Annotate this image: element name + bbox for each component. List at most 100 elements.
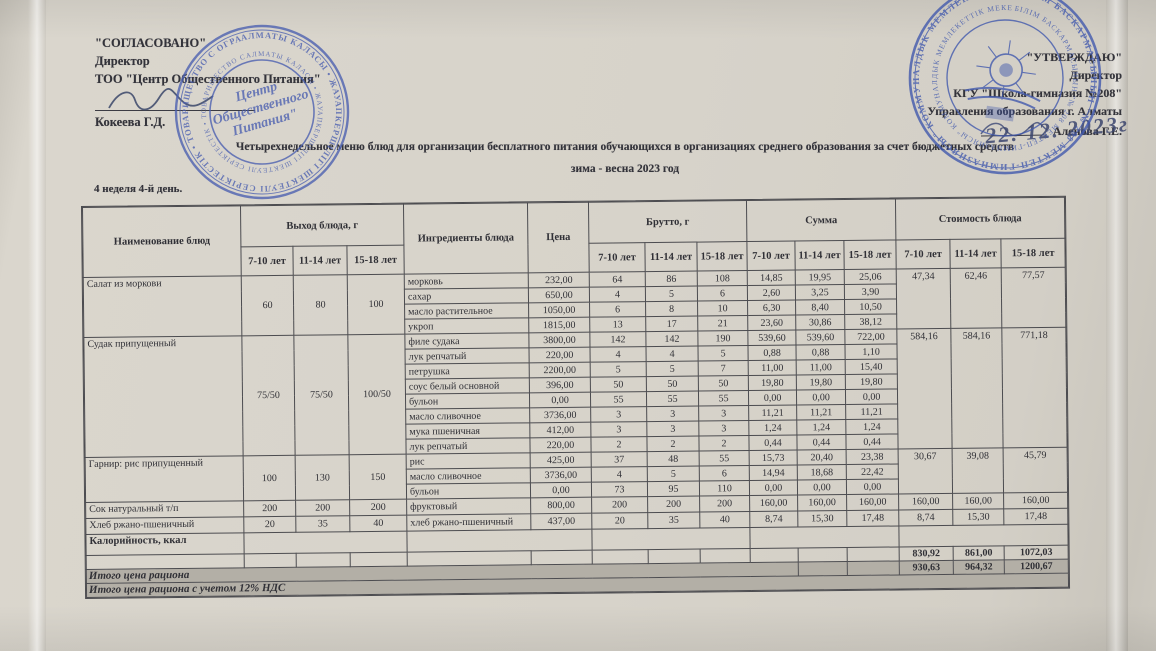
brutto-cell: 200 [699,495,750,513]
dish-cost-cell: 30,67 [898,448,953,494]
sum-cell: 0,00 [845,388,898,405]
ingredient-cell: масло сливочное [405,407,530,425]
approval-left-block: "СОГЛАСОВАНО" Директор ТОО "Центр Общест… [95,34,435,131]
sum-cell: 160,00 [846,493,899,511]
col-header-ingredients: Ингредиенты блюда [403,202,529,275]
brutto-cell: 40 [699,511,750,529]
signature-left-icon [108,88,214,111]
sum-cell: 14,94 [749,465,798,481]
brutto-cell: 73 [591,481,648,498]
brutto-cell: 200 [591,496,648,514]
dish-cost-cell: 160,00 [1003,492,1068,509]
price-cell: 1050,00 [528,302,590,318]
brutto-cell: 6 [589,301,646,318]
sum-cell: 18,68 [797,464,847,481]
approval-left-title: "СОГЛАСОВАНО" [95,36,207,50]
brutto-cell: 55 [646,391,699,407]
ingredient-cell: морковь [404,272,529,290]
dish-cost-cell: 584,16 [896,328,953,449]
out-weight-cell: 100 [347,274,405,335]
brutto-cell: 35 [647,512,700,529]
dish-cost-cell: 62,46 [950,267,1002,329]
ingredient-cell: филе судака [404,332,529,350]
menu-table-body: Салат из моркови 60 80 100 морковь 232,00 64 86… [83,267,1068,535]
brutto-cell: 108 [697,270,748,287]
price-cell: 396,00 [529,377,591,393]
approval-right-block: "УТВЕРЖДАЮ" Директор КГУ "Школа-гимназия… [830,48,1122,140]
out-weight-cell: 150 [349,454,407,500]
sum-cell: 19,80 [845,373,898,390]
dish-name-cell: Салат из моркови [83,275,242,338]
price-cell: 2200,00 [529,362,591,378]
ingredient-cell: рис [406,452,531,470]
sum-cell: 0,44 [748,435,798,451]
age-col-label: 15-18 лет [696,241,748,272]
age-col-label: 11-14 лет [794,240,845,271]
sum-cell: 0,00 [749,480,798,496]
dish-cost-cell: 47,34 [896,268,951,329]
document-season: зима - весна 2023 год [570,163,680,175]
dish-name-cell: Гарнир: рис припущенный [85,455,244,503]
sum-cell: 722,00 [844,328,898,345]
sum-cell: 3,25 [795,284,845,301]
ingredient-cell: бульон [405,392,530,410]
approval-left-org: ТОО "Центр Общественного Питания" [95,72,321,86]
dish-cost-cell: 584,16 [950,327,1004,449]
ingredient-cell: укроп [404,317,529,335]
dish-name-cell: Судак припущенный [83,335,244,458]
sum-cell: 160,00 [749,495,798,512]
out-weight-cell: 75/50 [241,335,296,456]
brutto-cell: 142 [589,331,646,348]
age-col-label: 7-10 лет [240,246,294,276]
sum-cell: 539,60 [747,330,797,346]
age-col-label: 7-10 лет [588,242,646,273]
sum-cell: 3,90 [844,283,897,300]
sum-cell: 17,48 [846,509,899,527]
sum-cell: 30,86 [795,314,845,331]
sum-cell: 15,30 [797,510,847,528]
age-col-label: 15-18 лет [1000,238,1066,268]
col-header-out: Выход блюда, г [240,204,404,247]
approval-right-name: Аленова Г.Е. [1052,124,1122,138]
dish-cost-cell: 15,30 [952,508,1004,526]
brutto-cell: 5 [646,361,699,377]
price-cell: 1815,00 [528,317,590,333]
brutto-cell: 3 [590,421,647,438]
sum-cell: 19,95 [795,269,845,286]
menu-table: Наименование блюд Выход блюда, г Ингреди… [80,195,1071,600]
sum-cell: 23,60 [747,315,796,331]
age-col-label: 15-18 лет [843,239,897,270]
subtotal-value: 1072,03 [1004,545,1069,560]
brutto-cell: 110 [699,480,750,497]
price-cell: 0,00 [530,482,592,498]
sum-cell: 0,88 [796,344,846,361]
sum-cell: 10,50 [844,298,897,315]
menu-table-footer: Калорийность, ккал 830,92 861,00 1072,03… [85,524,1069,598]
sum-cell: 0,00 [846,478,899,495]
brutto-cell: 10 [697,300,748,317]
sum-cell: 20,40 [797,449,847,466]
menu-table-header: Наименование блюд Выход блюда, г Ингреди… [82,197,1066,278]
brutto-cell: 21 [697,315,748,332]
brutto-cell: 55 [590,391,647,408]
price-cell: 437,00 [530,513,592,530]
brutto-cell: 142 [645,331,698,347]
age-col-label: 15-18 лет [346,245,405,275]
sum-cell: 8,40 [795,299,845,316]
sum-cell: 19,80 [748,375,797,391]
ingredient-cell: соус белый основной [405,377,530,395]
age-col-label: 11-14 лет [949,238,1002,269]
out-weight-cell: 200 [349,499,407,516]
sum-cell: 11,00 [748,360,797,376]
ingredient-cell: масло сливочное [406,467,531,485]
sum-cell: 11,00 [796,359,846,376]
ingredient-cell: сахар [404,287,529,305]
sum-cell: 1,24 [796,419,846,436]
out-weight-cell: 100 [243,455,296,501]
dish-name-cell: Хлеб ржано-пшеничный [85,516,244,535]
brutto-cell: 6 [699,465,750,482]
brutto-cell: 4 [591,466,648,483]
ingredient-cell: мука пшеничная [405,422,530,440]
price-cell: 220,00 [528,347,591,363]
brutto-cell: 50 [590,376,647,393]
